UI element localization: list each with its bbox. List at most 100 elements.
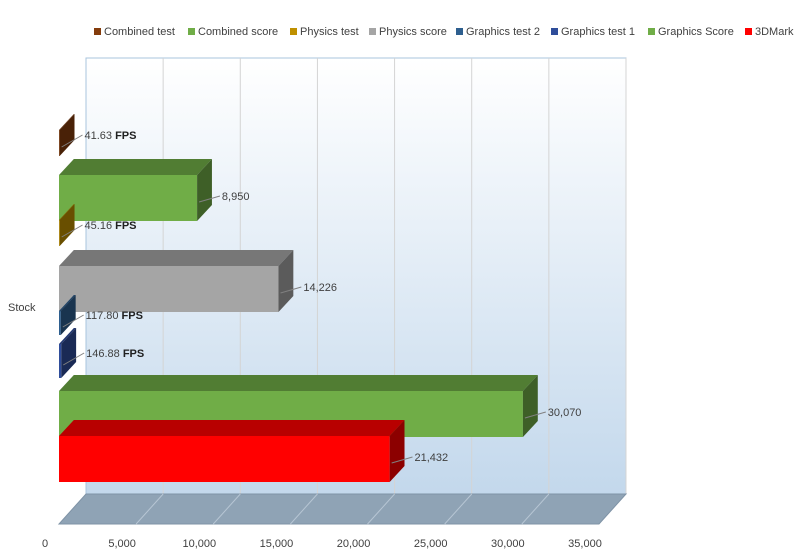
data-label-leader bbox=[63, 352, 85, 366]
bar-front bbox=[59, 436, 390, 482]
data-label-leader bbox=[61, 224, 83, 238]
x-tick-label: 15,000 bbox=[260, 538, 294, 549]
bar-side bbox=[60, 295, 76, 335]
bar-top bbox=[59, 250, 294, 266]
bar-graphics-test-1 bbox=[59, 328, 77, 378]
bar-side bbox=[522, 375, 538, 437]
legend-item: Physics score bbox=[369, 26, 447, 38]
legend-item: Graphics test 1 bbox=[551, 26, 635, 38]
data-label-leader bbox=[391, 456, 413, 464]
legend-item: Combined test bbox=[94, 26, 175, 38]
bar-side bbox=[61, 328, 77, 378]
data-label-leader bbox=[61, 134, 83, 148]
bar-side bbox=[389, 420, 405, 482]
x-tick-label: 35,000 bbox=[568, 538, 602, 549]
category-label: Stock bbox=[8, 302, 36, 314]
x-tick-label: 5,000 bbox=[108, 538, 136, 549]
data-label: 21,432 bbox=[415, 452, 449, 464]
plot-floor bbox=[57, 493, 628, 525]
x-tick-label: 20,000 bbox=[337, 538, 371, 549]
bar-top bbox=[59, 375, 538, 391]
bar-top bbox=[59, 204, 75, 220]
bar-top bbox=[59, 159, 212, 175]
legend-item: Combined score bbox=[188, 26, 278, 38]
legend-item: Graphics test 2 bbox=[456, 26, 540, 38]
legend-item: 3DMark bbox=[745, 26, 794, 38]
x-tick-label: 25,000 bbox=[414, 538, 448, 549]
bar-3dmark bbox=[59, 420, 405, 482]
bar-top bbox=[59, 420, 405, 436]
legend-item: Graphics Score bbox=[648, 26, 734, 38]
data-label-value: 146.88 bbox=[86, 348, 120, 360]
data-label-value: 117.80 bbox=[86, 310, 119, 322]
legend-label: Graphics Score bbox=[658, 26, 734, 38]
legend-swatch bbox=[369, 28, 376, 35]
legend-label: Physics test bbox=[300, 26, 359, 38]
floor-gridline bbox=[212, 493, 241, 525]
bar-graphics-test-2 bbox=[59, 295, 76, 335]
floor-gridline bbox=[290, 493, 318, 525]
legend-swatch bbox=[551, 28, 558, 35]
x-tick-label: 10,000 bbox=[182, 538, 216, 549]
legend: Combined test Combined score Physics test P… bbox=[94, 26, 794, 38]
floor-gridline bbox=[367, 493, 395, 525]
bar-physics-score bbox=[59, 250, 294, 312]
legend-swatch bbox=[290, 28, 297, 35]
data-label-unit: FPS bbox=[112, 130, 136, 142]
data-label: 41.63 FPS bbox=[84, 130, 136, 142]
bar-top bbox=[59, 114, 75, 130]
data-label-unit: FPS bbox=[112, 220, 136, 232]
data-label-leader bbox=[62, 314, 84, 328]
bar-front bbox=[59, 266, 279, 312]
x-tick-label: 0 bbox=[42, 538, 48, 549]
floor-gridline bbox=[135, 493, 164, 525]
data-label: 8,950 bbox=[222, 191, 250, 203]
bar-side bbox=[197, 159, 212, 221]
bars-layer bbox=[59, 114, 538, 482]
data-label: 14,226 bbox=[303, 282, 337, 294]
data-label-value: 41.63 bbox=[84, 130, 112, 142]
legend-label: Graphics test 2 bbox=[466, 26, 540, 38]
floor-gridline bbox=[444, 493, 473, 525]
data-label-value: 21,432 bbox=[415, 452, 449, 464]
bar-front bbox=[59, 311, 61, 335]
data-label-value: 45.16 bbox=[85, 220, 113, 232]
legend-label: 3DMark bbox=[755, 26, 794, 38]
legend-swatch bbox=[94, 28, 101, 35]
legend-swatch bbox=[188, 28, 195, 35]
bar-combined-test bbox=[59, 114, 75, 156]
x-tick-label: 30,000 bbox=[491, 538, 525, 549]
bar-combined-score bbox=[59, 159, 212, 221]
legend-swatch bbox=[456, 28, 463, 35]
data-label-value: 30,070 bbox=[548, 407, 582, 419]
data-label-value: 8,950 bbox=[222, 191, 250, 203]
legend-label: Physics score bbox=[379, 26, 447, 38]
data-label-leader bbox=[280, 286, 302, 294]
data-label: 117.80 FPS bbox=[86, 310, 143, 322]
legend-swatch bbox=[745, 28, 752, 35]
bar-side bbox=[59, 114, 75, 156]
x-axis: 0 5,000 10,000 15,000 20,000 25,000 30,000 35,0… bbox=[42, 538, 602, 550]
bar-front bbox=[59, 344, 62, 378]
data-label-value: 14,226 bbox=[303, 282, 337, 294]
legend-label: Combined score bbox=[198, 26, 278, 38]
data-label-leader bbox=[198, 195, 221, 203]
bar-top bbox=[59, 295, 76, 311]
legend-label: Graphics test 1 bbox=[561, 26, 635, 38]
legend-item: Physics test bbox=[290, 26, 359, 38]
bar-side bbox=[278, 250, 294, 312]
legend-label: Combined test bbox=[104, 26, 175, 38]
data-label: 45.16 FPS bbox=[85, 220, 137, 232]
labels-layer: Stock 41.63 FPS 8,950 45.16 FPS 14,226 117.80… bbox=[8, 130, 581, 464]
legend-swatch bbox=[648, 28, 655, 35]
bar-front bbox=[59, 130, 60, 156]
data-label-leader bbox=[524, 411, 546, 419]
data-label-unit: FPS bbox=[120, 348, 144, 360]
data-label: 146.88 FPS bbox=[86, 348, 144, 360]
bar-front bbox=[59, 220, 60, 246]
bar-front bbox=[59, 175, 198, 221]
bar-top bbox=[59, 328, 77, 344]
data-label: 30,070 bbox=[548, 407, 582, 419]
